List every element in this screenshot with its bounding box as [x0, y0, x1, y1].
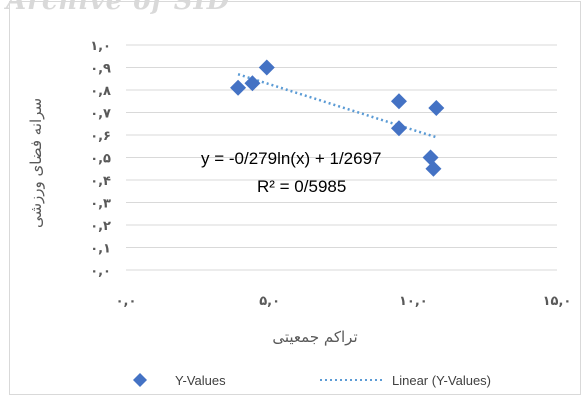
x-axis-title: تراکم جمعیتی: [272, 328, 357, 346]
watermark-text: Archive of SID: [6, 0, 231, 16]
legend: Y-Values Linear (Y-Values): [133, 373, 491, 388]
data-point-marker: [230, 79, 247, 96]
y-tick-label: ۰,۲: [90, 219, 111, 234]
y-tick-label: ۰,۵: [90, 152, 111, 167]
x-tick-label: ۵,۰: [259, 294, 280, 309]
chart-frame: [9, 1, 581, 395]
y-axis-ticks: ۰,۰ ۰,۱ ۰,۲ ۰,۳ ۰,۴ ۰,۵ ۰,۶ ۰,۷ ۰,۸ ۰,۹ ۱,۰: [90, 39, 111, 279]
data-point-marker: [425, 160, 442, 177]
legend-marker-diamond: [133, 373, 147, 387]
y-tick-label: ۰,۰: [90, 264, 111, 279]
trendline-layer: [237, 73, 437, 139]
data-point-marker: [390, 120, 407, 137]
trendline-equation: y = -0/279ln(x) + 1/2697: [201, 149, 382, 168]
data-point-marker: [428, 100, 445, 116]
y-tick-label: ۰,۴: [90, 174, 111, 189]
legend-label-y-values: Y-Values: [175, 373, 226, 388]
data-point-marker: [244, 75, 261, 92]
y-tick-label: ۱,۰: [90, 39, 111, 54]
y-tick-label: ۰,۹: [90, 62, 111, 77]
legend-label-linear: Linear (Y-Values): [392, 373, 491, 388]
y-tick-label: ۰,۷: [90, 107, 111, 122]
y-tick-label: ۰,۳: [90, 197, 111, 212]
data-point-marker: [422, 149, 439, 166]
gridlines: [126, 44, 557, 271]
y-tick-label: ۰,۸: [90, 84, 111, 99]
data-point-marker: [390, 93, 407, 110]
x-tick-label: ۰,۰: [116, 294, 137, 309]
y-tick-label: ۰,۶: [90, 129, 111, 144]
data-points: [230, 59, 445, 177]
trendline: [237, 73, 437, 139]
r-squared-label: R² = 0/5985: [257, 177, 346, 196]
x-tick-label: ۱۵,۰: [543, 294, 572, 309]
x-tick-label: ۱۰,۰: [399, 294, 428, 309]
y-axis-title: سرانه فضای ورزشی: [27, 98, 45, 228]
y-tick-label: ۰,۱: [90, 242, 111, 257]
x-axis-ticks: ۰,۰ ۵,۰ ۱۰,۰ ۱۵,۰: [116, 294, 572, 309]
data-point-marker: [258, 59, 275, 76]
